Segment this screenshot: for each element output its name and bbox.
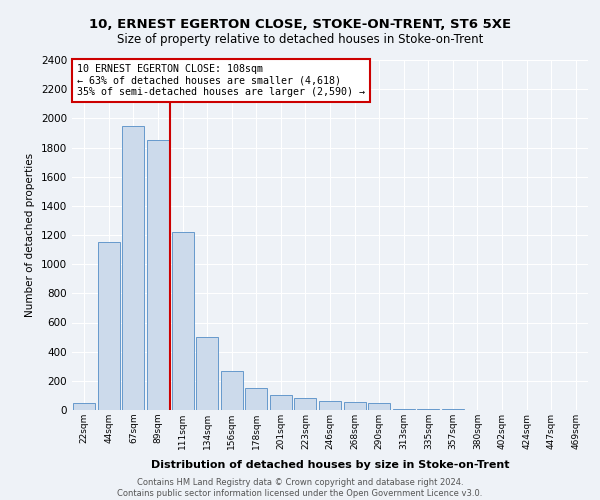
Bar (270, 396, 292, 410)
Text: 10 ERNEST EGERTON CLOSE: 108sqm
← 63% of detached houses are smaller (4,618)
35%: 10 ERNEST EGERTON CLOSE: 108sqm ← 63% of… (77, 64, 365, 96)
Bar (344, 402, 365, 410)
Y-axis label: Number of detached properties: Number of detached properties (25, 153, 35, 317)
Bar (172, 232, 194, 410)
X-axis label: Distribution of detached houses by size in Stoke-on-Trent: Distribution of detached houses by size … (151, 460, 509, 470)
Bar (196, 337, 218, 410)
Bar (368, 404, 390, 410)
Text: 10, ERNEST EGERTON CLOSE, STOKE-ON-TRENT, ST6 5XE: 10, ERNEST EGERTON CLOSE, STOKE-ON-TRENT… (89, 18, 511, 30)
Bar (147, 140, 169, 410)
Bar (221, 370, 243, 410)
Bar (122, 126, 145, 410)
Text: Size of property relative to detached houses in Stoke-on-Trent: Size of property relative to detached ho… (117, 32, 483, 46)
Bar (73, 402, 95, 410)
Bar (392, 408, 415, 410)
Bar (98, 242, 120, 410)
Bar (319, 400, 341, 410)
Bar (295, 398, 316, 410)
Bar (245, 388, 268, 410)
Text: Contains HM Land Registry data © Crown copyright and database right 2024.
Contai: Contains HM Land Registry data © Crown c… (118, 478, 482, 498)
